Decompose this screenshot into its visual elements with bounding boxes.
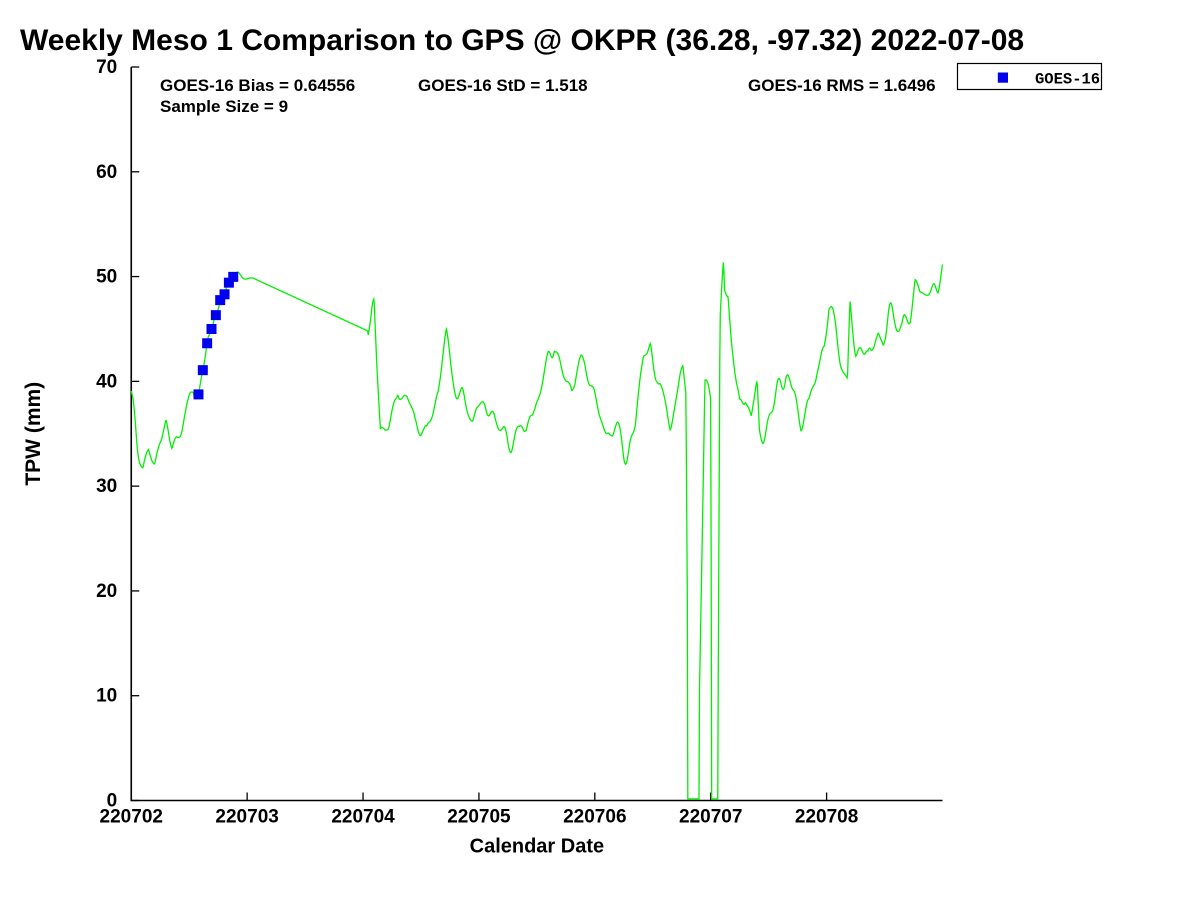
svg-text:220707: 220707 xyxy=(679,807,742,828)
svg-text:70: 70 xyxy=(96,57,117,78)
svg-text:220708: 220708 xyxy=(795,807,858,828)
svg-text:20: 20 xyxy=(96,581,117,602)
svg-text:Calendar Date: Calendar Date xyxy=(470,836,605,858)
svg-text:Sample Size = 9: Sample Size = 9 xyxy=(160,97,288,116)
svg-text:10: 10 xyxy=(96,686,117,707)
svg-text:220704: 220704 xyxy=(331,807,395,828)
svg-text:GOES-16 Bias = 0.64556: GOES-16 Bias = 0.64556 xyxy=(160,76,355,95)
svg-text:TPW (mm): TPW (mm) xyxy=(22,382,45,486)
svg-text:220702: 220702 xyxy=(100,807,163,828)
svg-text:220706: 220706 xyxy=(563,807,626,828)
svg-text:220703: 220703 xyxy=(215,807,278,828)
svg-text:40: 40 xyxy=(96,371,117,392)
svg-text:GOES-16 RMS = 1.6496: GOES-16 RMS = 1.6496 xyxy=(748,76,936,95)
svg-text:30: 30 xyxy=(96,476,117,497)
svg-text:50: 50 xyxy=(96,267,117,288)
svg-text:60: 60 xyxy=(96,162,117,183)
svg-text:220705: 220705 xyxy=(447,807,511,828)
svg-text:GOES-16 StD = 1.518: GOES-16 StD = 1.518 xyxy=(418,76,588,95)
svg-text:GOES-16: GOES-16 xyxy=(1035,71,1100,89)
